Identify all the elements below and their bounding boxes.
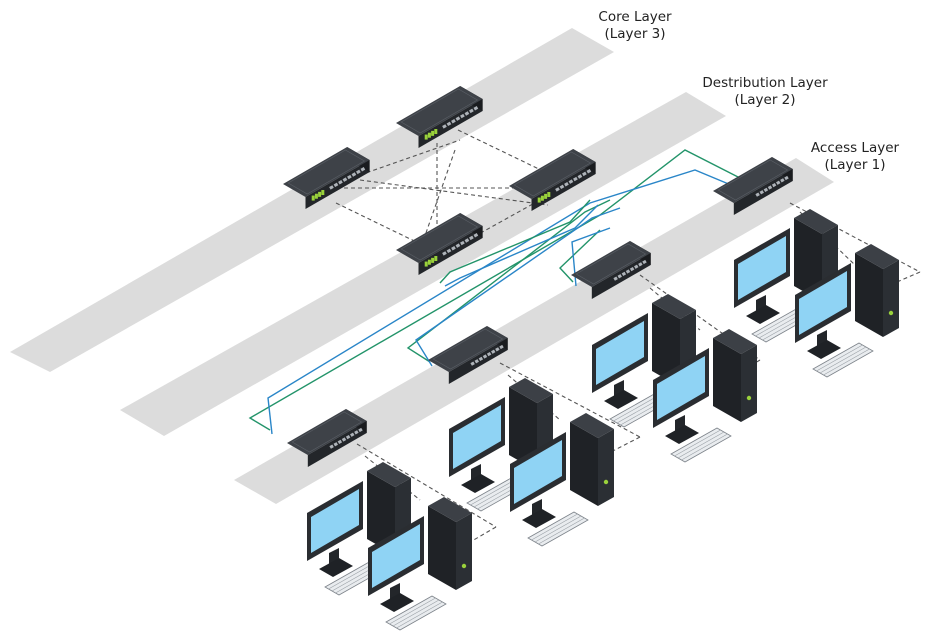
desktop-computer-icon	[592, 313, 648, 409]
desktop-computer-icon	[449, 397, 505, 493]
workstation-2a	[592, 294, 696, 428]
desktop-computer-icon	[307, 481, 363, 577]
link-blue-dist-dist	[444, 204, 599, 287]
core-switch-icon-b	[283, 147, 370, 209]
keyboard-icon	[527, 511, 589, 547]
distribution-layer-title: Destribution Layer	[702, 75, 828, 91]
access-switch-icon-4	[287, 409, 367, 467]
keyboard-icon	[670, 427, 732, 463]
desktop-computer-icon	[368, 516, 424, 612]
access-layer-subtitle: (Layer 1)	[824, 157, 886, 173]
core-layer-title: Core Layer	[598, 9, 672, 25]
keyboard-icon	[812, 342, 874, 378]
desktop-computer-icon	[510, 432, 566, 528]
desktop-computer-icon	[734, 228, 790, 324]
core-layer-label: Core Layer (Layer 3)	[570, 9, 700, 43]
switches	[283, 86, 793, 467]
tower-icon	[428, 497, 472, 590]
link-sw5-pc-c	[649, 287, 701, 331]
link-blue-sw3-dist	[267, 169, 756, 435]
access-switch-icon-1	[713, 157, 793, 215]
link-sw6-pc-b	[889, 271, 921, 286]
distribution-layer-label: Destribution Layer (Layer 2)	[690, 75, 840, 109]
tower-icon	[570, 413, 614, 506]
distribution-switch-icon-a	[509, 149, 596, 211]
tower-icon	[855, 244, 899, 337]
link-green-dist-dist	[439, 199, 591, 284]
link-green-sw5-dist	[559, 229, 601, 283]
desktop-computer-icon	[653, 348, 709, 444]
access-layer-title: Access Layer	[810, 140, 900, 156]
link-blue-sw4-dist	[415, 207, 621, 367]
link-core-cross-a	[359, 179, 549, 206]
link-sw3-pc	[356, 443, 497, 528]
core-switch-icon-a	[396, 86, 483, 148]
access-layer-band	[234, 158, 834, 504]
distribution-layer-subtitle: (Layer 2)	[734, 92, 796, 108]
keyboard-icon	[385, 595, 447, 631]
access-switch-icon-3	[428, 326, 508, 384]
link-core-cross-b	[419, 149, 456, 251]
tower-icon	[713, 329, 757, 422]
workstation-2b	[653, 329, 757, 463]
workstations	[307, 209, 899, 631]
link-blue-sw5-dist	[571, 227, 611, 287]
workstation-4b	[368, 497, 472, 631]
workstation-3b	[510, 413, 614, 547]
workstation-4a	[307, 462, 411, 596]
access-layer-label: Access Layer (Layer 1)	[800, 140, 910, 174]
desktop-computer-icon	[795, 263, 851, 359]
core-layer-subtitle: (Layer 3)	[604, 26, 666, 42]
link-core-pair	[359, 139, 461, 176]
link-core-to-dist-a	[457, 129, 546, 173]
workstation-1b	[795, 244, 899, 378]
access-switch-icon-2	[571, 241, 651, 299]
link-sw4-pc	[499, 362, 641, 438]
distribution-switch-icon-b	[396, 213, 483, 275]
